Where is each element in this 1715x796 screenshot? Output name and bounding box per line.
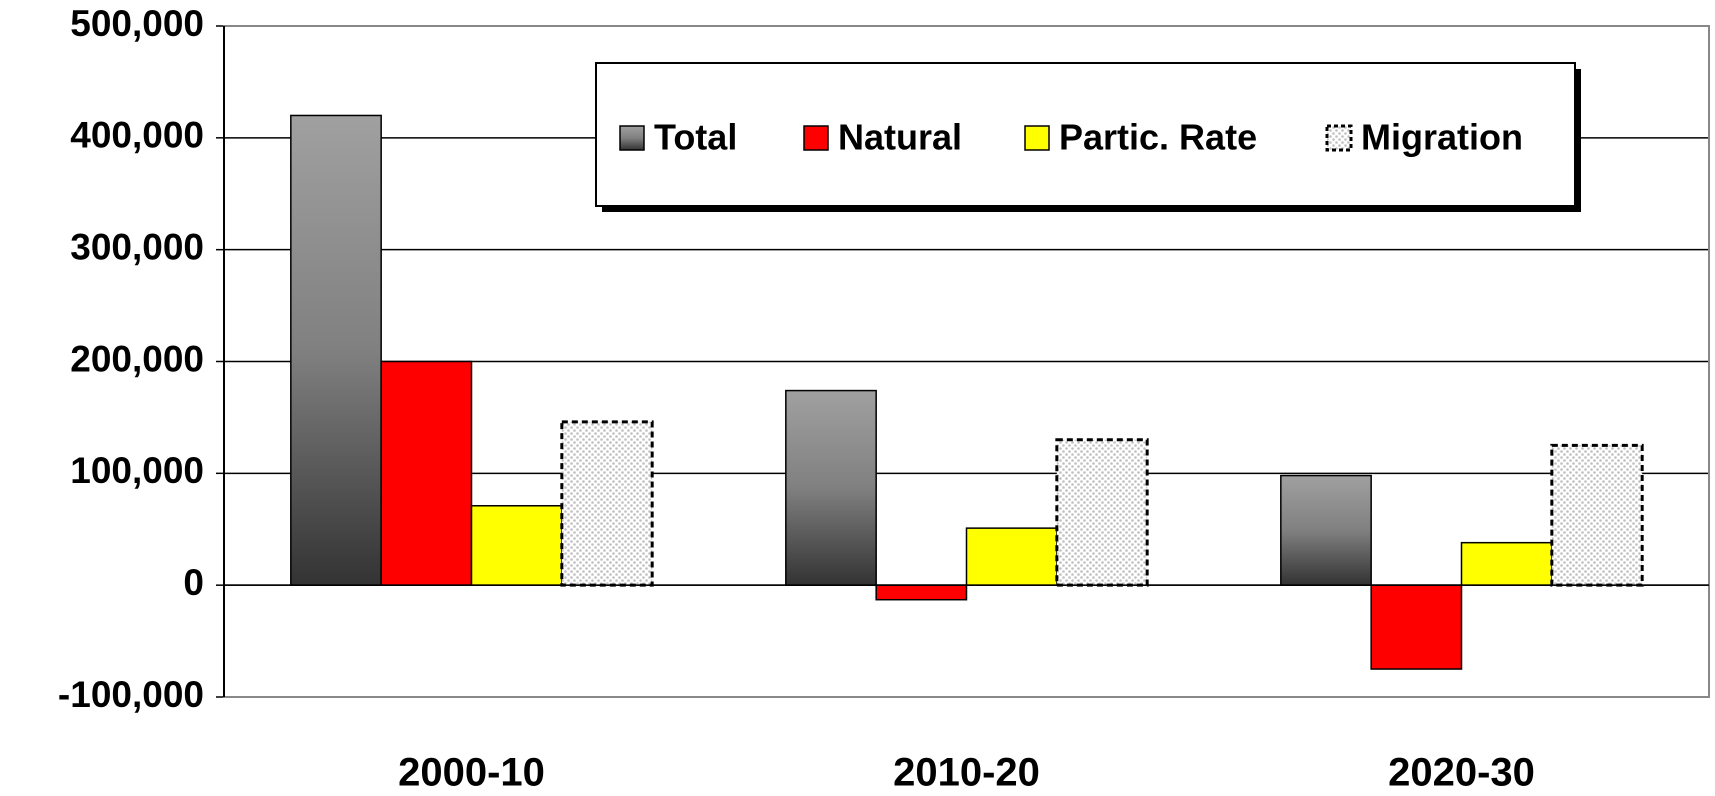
y-tick-label: 100,000 xyxy=(70,450,204,491)
bar xyxy=(1460,541,1553,586)
legend-marker xyxy=(1325,124,1353,152)
legend-label: Partic. Rate xyxy=(1059,117,1257,158)
bar xyxy=(1055,438,1149,587)
y-tick-label: 300,000 xyxy=(70,226,204,267)
legend-marker xyxy=(619,125,645,151)
bar xyxy=(470,505,563,586)
x-tick-label: 2000-10 xyxy=(398,751,545,795)
bar xyxy=(380,360,473,586)
bar xyxy=(785,389,877,586)
y-tick-label: 200,000 xyxy=(70,338,204,379)
x-tick-label: 2020-30 xyxy=(1388,751,1535,795)
bar xyxy=(1370,584,1463,670)
legend-label: Total xyxy=(654,117,737,158)
bar xyxy=(560,420,654,587)
y-tick-label: 500,000 xyxy=(70,3,204,44)
bar xyxy=(965,527,1058,586)
bar xyxy=(1280,474,1372,586)
legend: Total Natural Partic. Rate Migration xyxy=(595,62,1581,212)
legend-marker xyxy=(1024,125,1050,151)
legend-label: Migration xyxy=(1361,117,1523,158)
bar xyxy=(875,584,968,601)
legend-box xyxy=(595,62,1576,207)
legend-marker xyxy=(803,125,829,151)
y-tick-label: -100,000 xyxy=(58,674,204,715)
bar xyxy=(1550,443,1644,587)
y-tick-label: 400,000 xyxy=(70,115,204,156)
y-tick-label: 0 xyxy=(183,562,204,603)
bar xyxy=(290,114,382,586)
legend-label: Natural xyxy=(838,117,962,158)
x-tick-label: 2010-20 xyxy=(893,751,1040,795)
